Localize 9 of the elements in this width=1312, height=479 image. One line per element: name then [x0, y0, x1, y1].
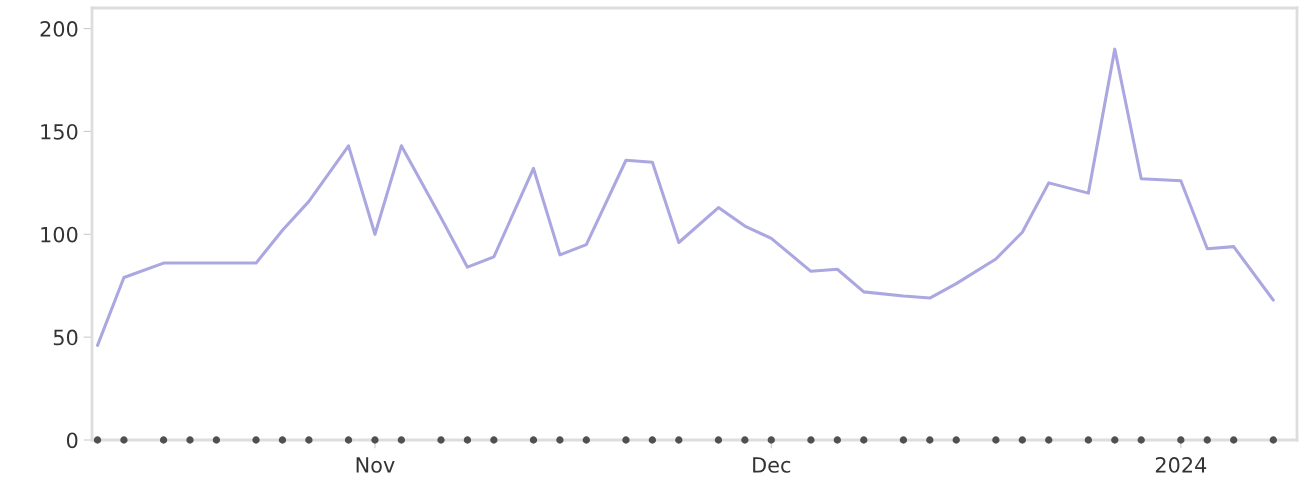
- y-tick-label: 150: [41, 123, 78, 140]
- x-tick-label: 2024: [1155, 457, 1207, 473]
- y-tick-label: 200: [40, 21, 78, 37]
- x-tick-label: Nov: [356, 457, 395, 473]
- y-tick-label: 100: [41, 226, 78, 243]
- y-tick-label: 50: [53, 329, 78, 346]
- y-tick-label: 0: [66, 432, 78, 449]
- line-series: [95, 47, 1275, 347]
- x-tick-label: Dec: [753, 457, 791, 473]
